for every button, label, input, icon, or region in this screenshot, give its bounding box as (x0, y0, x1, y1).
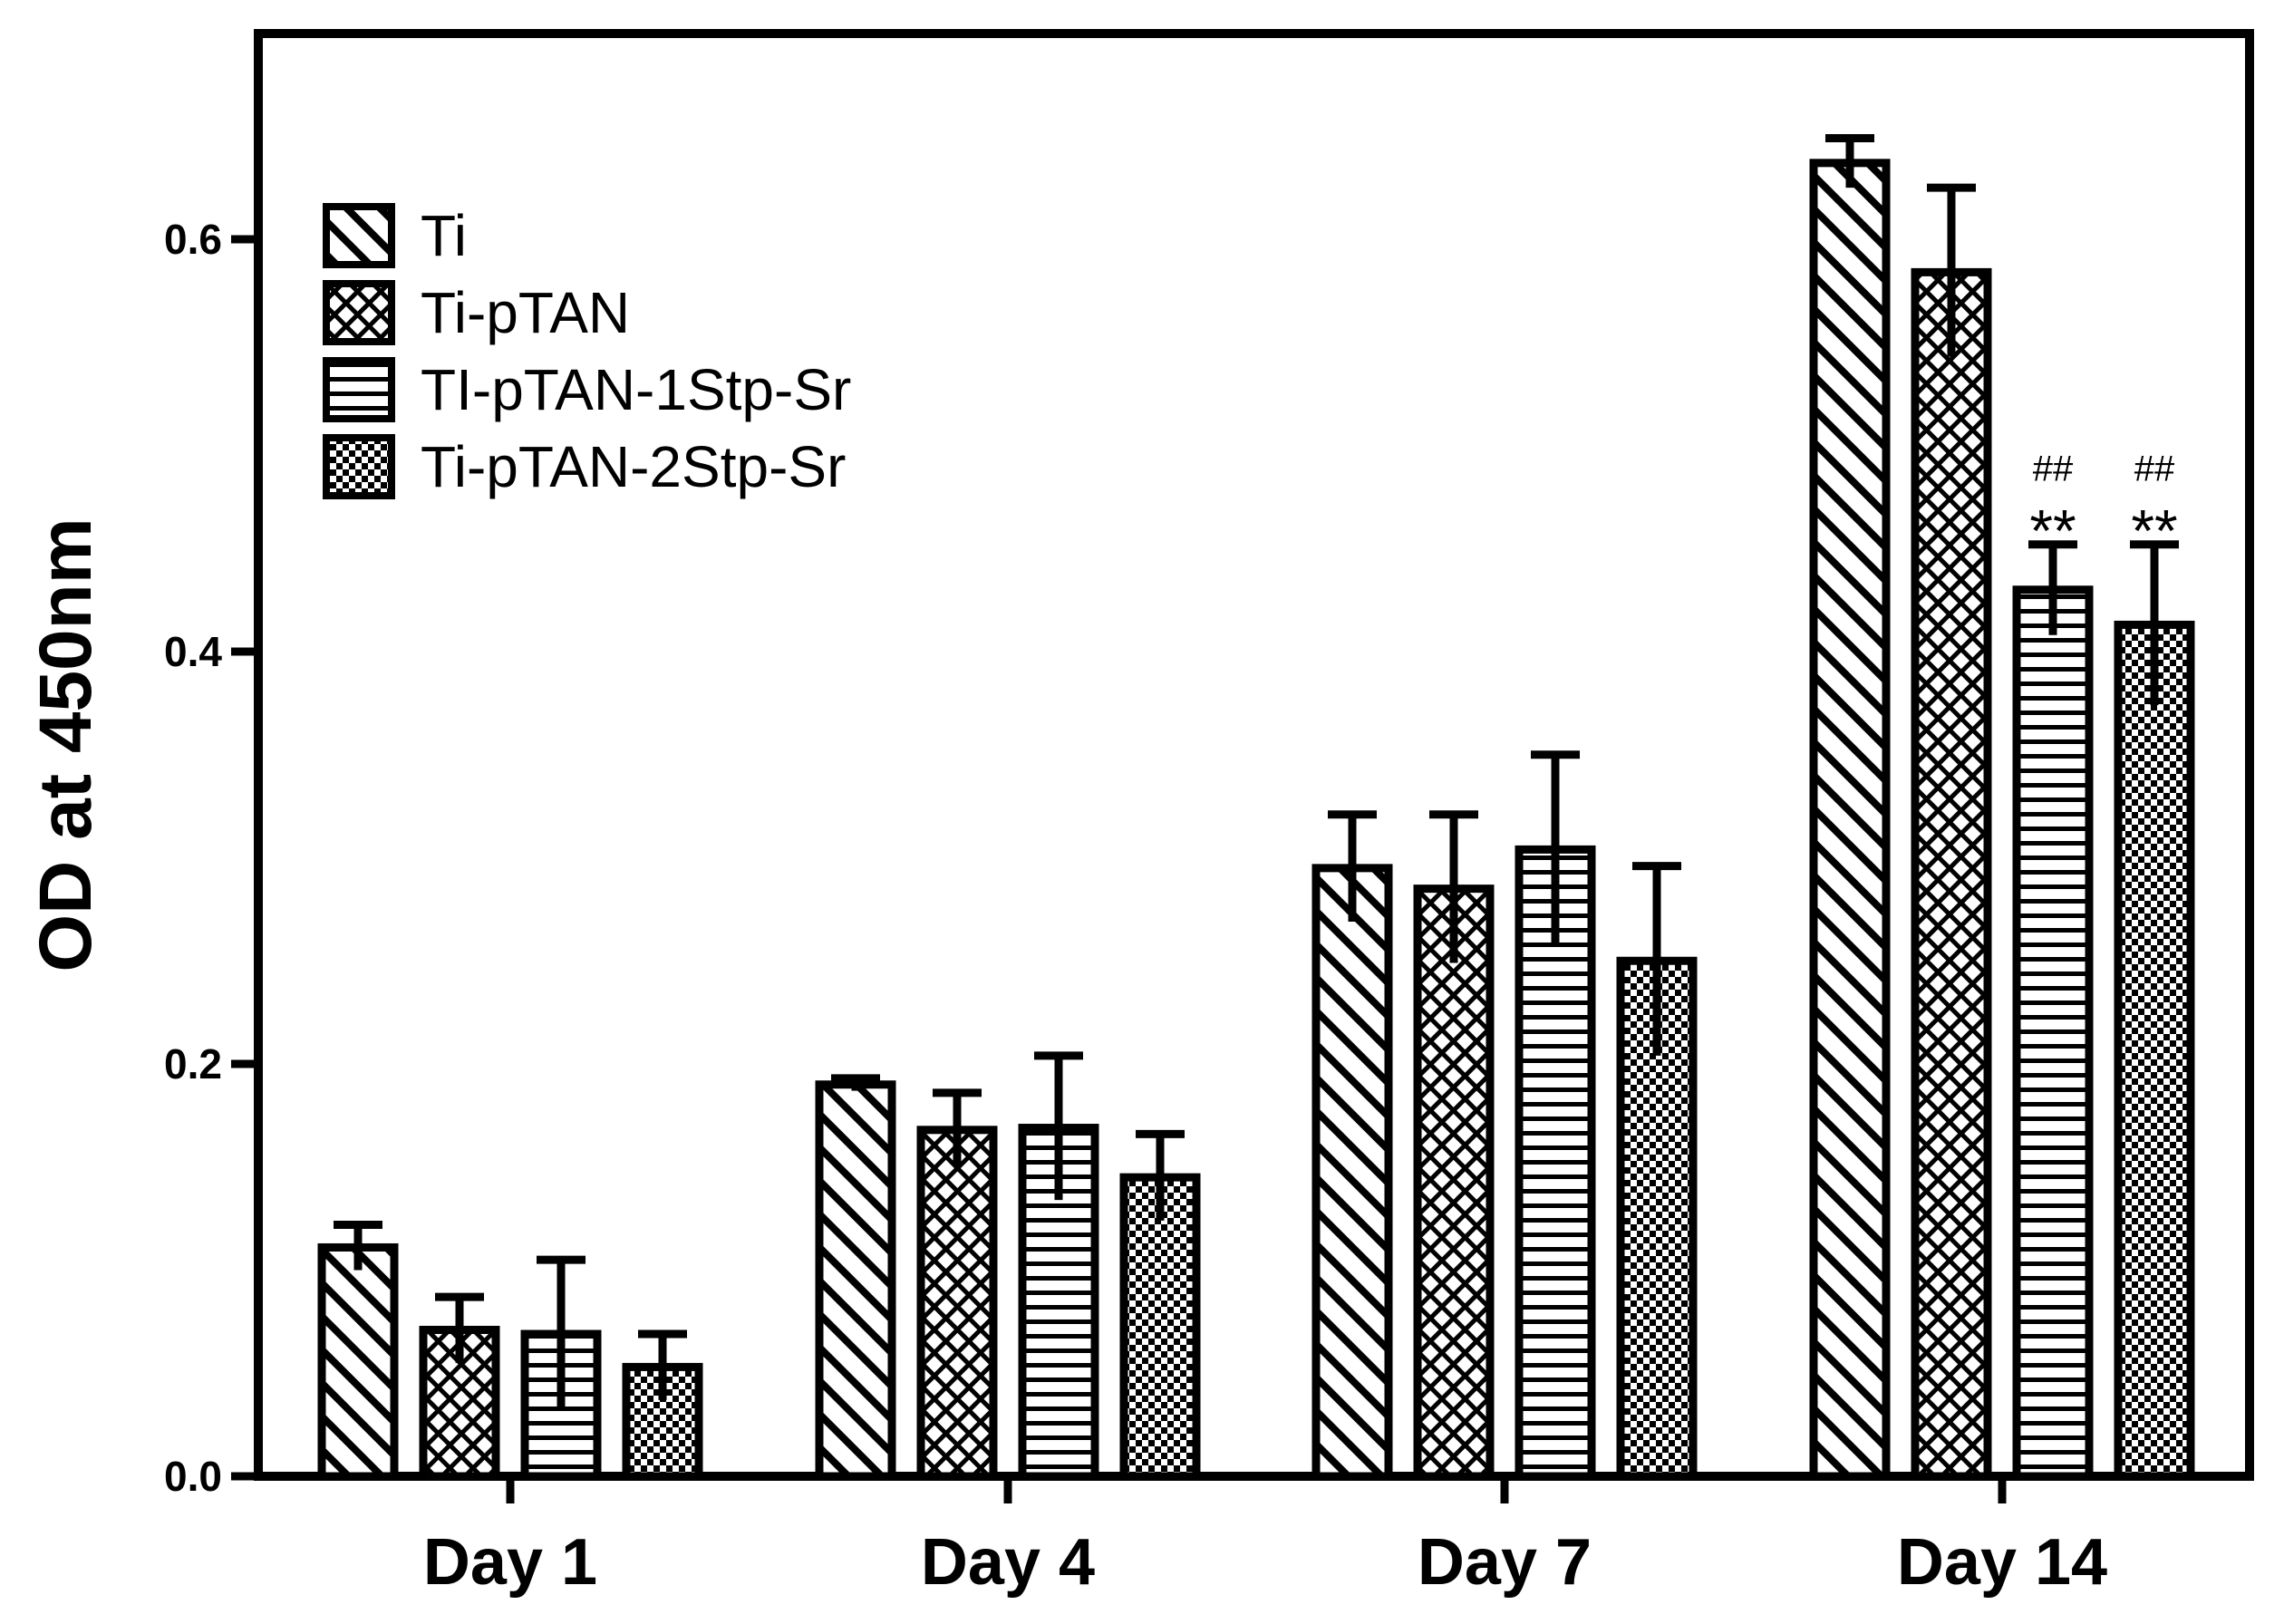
error-bars (334, 134, 2179, 1408)
annotation-hash: ## (2134, 450, 2175, 489)
annotation-stars: ** (2029, 498, 2076, 565)
bar (1809, 159, 1891, 1481)
legend-swatch (323, 280, 395, 345)
annotation-stars: ** (2131, 498, 2177, 565)
bar (2012, 585, 2094, 1481)
legend-label: TI-pTAN-1Stp-Sr (421, 357, 851, 422)
bar (1911, 267, 1992, 1481)
legend-label: Ti (421, 203, 467, 268)
y-tick-label: 0.2 (164, 1040, 222, 1088)
bar (317, 1242, 399, 1481)
y-axis: 0.0 0.2 0.4 0.6 (164, 216, 258, 1500)
bar (815, 1080, 896, 1481)
y-tick-label: 0.6 (164, 216, 222, 263)
bar (1413, 884, 1495, 1481)
x-axis: Day 1 Day 4 Day 7 Day 14 (423, 1476, 2107, 1599)
legend-label: Ti-pTAN (421, 280, 630, 345)
bar (1119, 1173, 1201, 1481)
legend-label: Ti-pTAN-2Stp-Sr (421, 434, 846, 499)
significance-annotations: ## ** ## ** (2029, 450, 2177, 565)
x-tick-label: Day 7 (1418, 1526, 1592, 1599)
bar (1311, 864, 1393, 1481)
plot-frame (254, 29, 2254, 1481)
legend-swatch (323, 434, 395, 499)
bar (622, 1362, 703, 1481)
legend-swatch (323, 357, 395, 422)
y-tick-label: 0.4 (164, 628, 222, 675)
bar (916, 1126, 998, 1481)
bar (2114, 620, 2195, 1481)
x-tick-label: Day 4 (921, 1526, 1095, 1599)
y-axis-title: OD at 450nm (24, 517, 107, 972)
bars (317, 159, 2195, 1481)
x-tick-label: Day 14 (1897, 1526, 2107, 1599)
y-tick-label: 0.0 (164, 1453, 222, 1500)
annotation-hash: ## (2033, 450, 2074, 489)
x-tick-label: Day 1 (423, 1526, 597, 1599)
legend: Ti Ti-pTAN TI-pTAN-1Stp-Sr Ti-pTAN-2Stp-Sr (323, 203, 851, 499)
legend-swatch (323, 203, 395, 268)
